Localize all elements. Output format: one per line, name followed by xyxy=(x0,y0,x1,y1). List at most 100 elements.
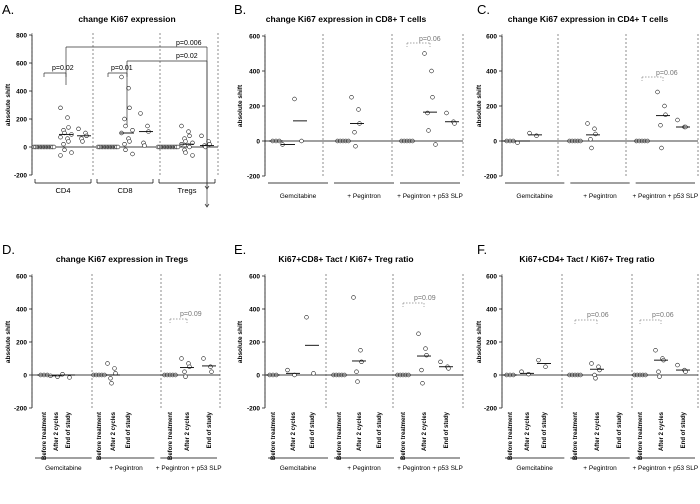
panel-e-x-tick-label: Before treatment xyxy=(337,412,343,460)
panel-a-y-tick-label: 200 xyxy=(16,116,27,123)
panel-f-group-label: + Pegintron + p53 SLP xyxy=(632,465,698,472)
panel-d-point xyxy=(109,381,114,386)
panel-a-point xyxy=(127,105,132,111)
panel-a-point xyxy=(187,144,192,150)
panel-f-point xyxy=(653,348,658,353)
panel-a-y-tick-label: 600 xyxy=(16,60,27,67)
panel-c-point xyxy=(663,112,668,117)
panel-f-point xyxy=(589,361,594,366)
panel-a-point xyxy=(122,142,127,147)
panel-e-group-label: + Pegintron + p53 SLP xyxy=(397,465,463,472)
panel-d-x-tick-label: Before treatment xyxy=(168,412,174,460)
panel-d-y-tick-label: 400 xyxy=(16,306,27,313)
panel-b-point xyxy=(426,128,431,133)
panel-a-group-label: CD4 xyxy=(55,186,70,195)
panel-d-y-tick-label: 200 xyxy=(16,339,27,346)
panel-f-point xyxy=(675,362,680,368)
panel-a-point xyxy=(115,144,121,150)
panel-b-point xyxy=(429,68,434,74)
panel-d-point xyxy=(112,366,117,371)
panel-a-y-tick-label: 400 xyxy=(16,88,27,95)
panel-e-point xyxy=(358,348,363,353)
panel-a-group-label: Tregs xyxy=(178,186,197,195)
panel-f-y-tick-label: 0 xyxy=(493,372,497,379)
panel-a-point xyxy=(66,139,71,144)
panel-a-point xyxy=(51,144,57,150)
panel-a-point xyxy=(183,150,188,155)
panel-c-point xyxy=(658,123,663,128)
panel-f-point xyxy=(657,374,662,379)
panel-e-point xyxy=(311,371,316,376)
panel-b-point xyxy=(425,110,430,116)
panel-d-point xyxy=(67,375,72,380)
panel-d-point xyxy=(182,369,187,374)
panel-b-point xyxy=(292,96,297,102)
panel-e-x-tick-label: End of study xyxy=(444,411,450,448)
panel-f-point xyxy=(543,364,548,369)
panel-a-point xyxy=(123,147,128,153)
panel-a-title: change Ki67 expression xyxy=(78,14,175,24)
panel-a-significance-arrow xyxy=(204,185,210,190)
panel-d-x-tick-label: End of study xyxy=(207,411,213,448)
panel-d-point xyxy=(201,356,206,361)
panel-a-letter: A. xyxy=(2,2,14,17)
panel-d-x-tick-label: End of study xyxy=(66,411,72,448)
panel-e-point xyxy=(285,367,290,373)
panel-f-group-label: + Pegintron xyxy=(583,465,617,472)
panel-b-group-label: + Pegintron + p53 SLP xyxy=(397,193,463,200)
panel-b-title: change Ki67 expression in CD8+ T cells xyxy=(266,14,427,24)
panel-d-point xyxy=(183,374,188,379)
panel-a-point xyxy=(126,85,131,91)
panel-a-point xyxy=(123,123,128,129)
panel-a-point xyxy=(186,129,191,134)
panel-f-x-tick-label: End of study xyxy=(542,411,548,448)
panel-c-point xyxy=(659,145,664,151)
panel-e-point xyxy=(416,331,421,336)
panel-a-point xyxy=(179,123,184,129)
panel-f-x-tick-label: After 2 cycles xyxy=(525,411,531,451)
panel-e-x-tick-label: After 2 cycles xyxy=(357,411,363,451)
panel-e-title: Ki67+CD8+ Tact / Ki67+ Treg ratio xyxy=(278,254,413,264)
panel-c-point xyxy=(593,131,598,137)
panel-b-point xyxy=(352,130,357,135)
panel-d-point xyxy=(179,356,184,361)
panel-c-y-tick-label: 0 xyxy=(493,138,497,145)
panel-a-point xyxy=(187,133,192,139)
panel-c-title: change Ki67 expression in CD4+ T cells xyxy=(508,14,669,24)
panel-b-point xyxy=(299,138,304,144)
panel-d-group-label: + Pegintron xyxy=(109,465,143,472)
panel-f-point xyxy=(656,369,661,374)
panel-b-p-value: p=0.06 xyxy=(419,36,441,43)
panel-d-letter: D. xyxy=(2,242,15,257)
panel-e-x-tick-label: After 2 cycles xyxy=(291,411,297,451)
panel-f-p-value: p=0.06 xyxy=(652,312,674,319)
panel-e-group-label: + Pegintron xyxy=(347,465,381,472)
panel-c-point xyxy=(585,121,590,126)
panel-a-point xyxy=(66,125,71,130)
panel-d-y-tick-label: -200 xyxy=(14,405,27,412)
panel-e-y-tick-label: 200 xyxy=(249,339,260,346)
panel-f-group-label: Gemcitabine xyxy=(516,465,553,472)
panel-b-point xyxy=(356,107,361,112)
panel-a-point xyxy=(142,143,147,148)
panel-d-y-axis-label: absolute shift xyxy=(5,320,12,363)
panel-f-point xyxy=(593,376,598,381)
panel-e-point xyxy=(424,353,429,358)
panel-e-point xyxy=(354,369,359,374)
panel-c-point xyxy=(675,117,680,123)
panel-d-point xyxy=(60,371,65,377)
panel-c-y-axis-label: absolute shift xyxy=(476,84,483,127)
panel-d-title: change Ki67 expression in Tregs xyxy=(56,254,189,264)
panel-a-significance-arrow xyxy=(204,203,210,208)
panel-e-x-tick-label: After 2 cycles xyxy=(422,411,428,451)
panel-f-x-tick-label: After 2 cycles xyxy=(595,411,601,451)
panel-f-letter: F. xyxy=(477,242,487,257)
panel-b-y-axis-label: absolute shift xyxy=(237,84,244,127)
panel-a-point xyxy=(76,126,81,132)
panel-a-point xyxy=(65,115,70,120)
panel-d-x-tick-label: Before treatment xyxy=(97,412,103,460)
panel-a-point xyxy=(138,111,143,116)
panel-a-point xyxy=(127,139,132,144)
panel-f-title: Ki67+CD4+ Tact / Ki67+ Treg ratio xyxy=(519,254,654,264)
